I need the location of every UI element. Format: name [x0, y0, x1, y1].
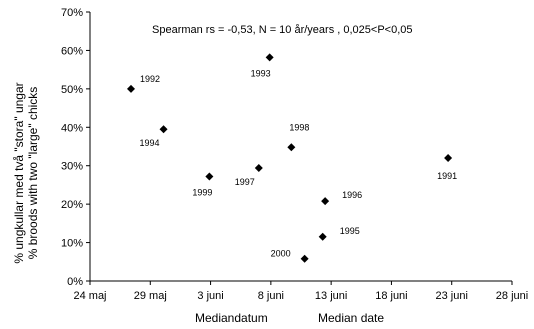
x-tick-label: 23 juni: [436, 290, 468, 302]
data-points: 1992 1993 1994 1998 1991 1997 1999 1996 1995 2000: [126, 53, 457, 263]
data-point-1998: [287, 143, 296, 152]
y-axis-title-swedish: % ungkullar med två "stora" ungar: [12, 82, 26, 263]
x-axis-title-english: Median date: [318, 311, 384, 325]
y-tick-label: 60%: [61, 45, 83, 57]
y-tick-label: 70%: [61, 7, 83, 19]
data-point-2000: [300, 254, 309, 263]
data-point-1997: [254, 164, 263, 173]
point-label-1996: 1996: [342, 190, 362, 200]
data-point-1993: [265, 53, 274, 62]
spearman-annotation: Spearman rs = -0,53, N = 10 år/years , 0…: [152, 24, 413, 36]
y-tick-label: 10%: [61, 238, 83, 250]
x-tick-label: 29 maj: [134, 290, 167, 302]
y-axis-title: % ungkullar med två "stora" ungar % broo…: [12, 82, 40, 263]
x-tick-label: 13 juni: [315, 290, 347, 302]
axes: 0% 10% 20% 30% 40% 50% 60% 70% 24 maj 29 maj 3 jun…: [61, 7, 528, 302]
y-tick-label: 40%: [61, 122, 83, 134]
y-tick-label: 0%: [67, 276, 83, 288]
point-label-1995: 1995: [340, 226, 360, 236]
data-point-1994: [159, 125, 168, 134]
data-point-1995: [318, 232, 327, 241]
x-tick-label: 3 juni: [197, 290, 223, 302]
y-axis-title-english: % broods with two "large" chicks: [26, 87, 40, 260]
point-label-1993: 1993: [251, 68, 271, 78]
point-label-1991: 1991: [437, 171, 457, 181]
x-axis-title-swedish: Mediandatum: [195, 311, 268, 325]
x-tick-label: 28 juni: [496, 290, 528, 302]
data-point-1992: [126, 84, 135, 93]
x-tick-label: 18 juni: [375, 290, 407, 302]
y-tick-label: 20%: [61, 199, 83, 211]
x-tick-label: 24 maj: [73, 290, 106, 302]
point-label-1997: 1997: [235, 177, 255, 187]
point-label-1998: 1998: [289, 122, 309, 132]
data-point-1991: [444, 154, 453, 163]
x-tick-label: 8 juni: [258, 290, 284, 302]
point-label-2000: 2000: [271, 249, 291, 259]
y-tick-label: 50%: [61, 84, 83, 96]
y-tick-label: 30%: [61, 161, 83, 173]
point-label-1999: 1999: [192, 187, 212, 197]
point-label-1994: 1994: [140, 138, 160, 148]
data-point-1999: [205, 172, 214, 181]
data-point-1996: [321, 197, 330, 206]
point-label-1992: 1992: [140, 74, 160, 84]
